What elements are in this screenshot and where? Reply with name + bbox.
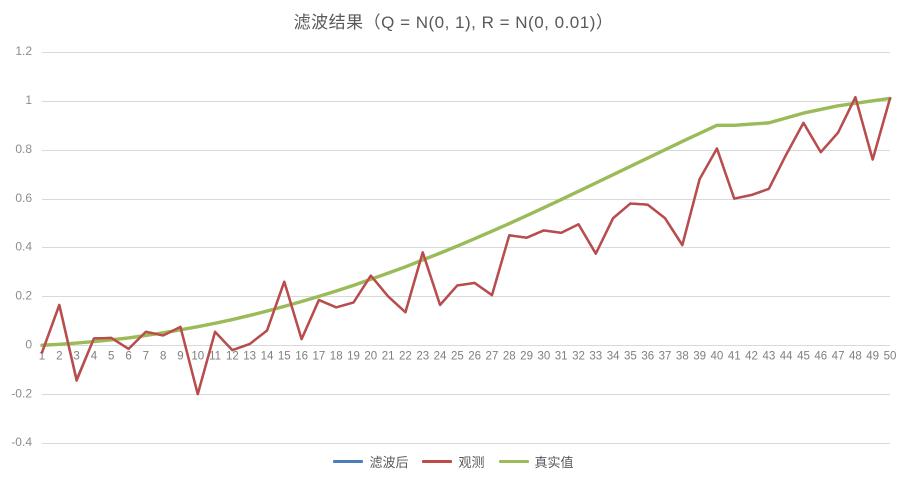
- x-axis-tick-label: 19: [347, 350, 360, 362]
- x-axis-tick-label: 8: [160, 350, 166, 362]
- x-axis-tick-label: 14: [261, 350, 274, 362]
- chart-title: 滤波结果（Q = N(0, 1), R = N(0, 0.01)）: [293, 13, 614, 32]
- x-axis-tick-label: 35: [624, 350, 637, 362]
- x-axis-tick-label: 33: [589, 350, 602, 362]
- x-axis-tick-label: 18: [330, 350, 343, 362]
- x-axis-tick-label: 30: [537, 350, 550, 362]
- gridlines: [42, 52, 890, 444]
- y-axis-tick-label: 0.6: [15, 191, 32, 205]
- x-axis-tick-label: 42: [745, 350, 758, 362]
- x-axis-tick-label: 15: [278, 350, 291, 362]
- y-axis-tick-label: 0.8: [15, 142, 32, 156]
- x-axis-tick-label: 17: [312, 350, 325, 362]
- x-axis-tick-label: 10: [191, 350, 204, 362]
- x-axis-tick-label: 4: [91, 350, 98, 362]
- legend-label: 滤波后: [369, 455, 409, 470]
- x-axis-tick-label: 3: [73, 350, 79, 362]
- y-axis-tick-label: 1.2: [15, 44, 32, 58]
- x-axis-tick-label: 7: [143, 350, 149, 362]
- legend-swatch-icon: [333, 460, 364, 463]
- x-axis-tick-label: 49: [866, 350, 879, 362]
- series-line-2: [40, 96, 892, 396]
- x-axis-tick-label: 44: [780, 350, 793, 362]
- legend-swatch-icon: [498, 460, 529, 463]
- chart-legend: 滤波后 观测 真实值: [0, 452, 907, 471]
- legend-swatch-icon: [422, 460, 453, 463]
- x-axis-tick-label: 32: [572, 350, 585, 362]
- legend-label: 真实值: [534, 455, 574, 470]
- x-axis-tick-label: 26: [468, 350, 481, 362]
- x-axis-tick-label: 29: [520, 350, 533, 362]
- x-axis-tick-label: 12: [226, 350, 239, 362]
- x-axis-tick-label: 2: [56, 350, 62, 362]
- x-axis-tick-label: 34: [607, 350, 620, 362]
- legend-item-3[interactable]: 真实值: [498, 452, 574, 471]
- legend-label: 观测: [458, 455, 485, 470]
- x-axis-tick-label: 11: [209, 350, 221, 362]
- legend-item-2[interactable]: 观测: [422, 452, 485, 471]
- x-axis-tick-label: 40: [711, 350, 724, 362]
- x-axis-tick-label: 25: [451, 350, 464, 362]
- y-axis-tick-label: 1: [25, 93, 32, 107]
- x-axis-tick-label: 5: [108, 350, 114, 362]
- x-axis-tick-label: 21: [382, 350, 395, 362]
- x-axis-tick-label: 23: [416, 350, 429, 362]
- x-axis-tick-label: 47: [832, 350, 845, 362]
- x-axis-tick-label: 38: [676, 350, 689, 362]
- x-axis-tick-label: 28: [503, 350, 516, 362]
- x-axis-tick-label: 48: [849, 350, 862, 362]
- x-axis-tick-label: 46: [814, 350, 827, 362]
- x-axis-tick-label: 9: [177, 350, 183, 362]
- x-axis-tick-label: 27: [486, 350, 499, 362]
- y-axis-labels: 1.2 1 0.8 0.6 0.4 0.2 0 -0.2 -0.4: [11, 44, 32, 449]
- y-axis-tick-label: -0.2: [11, 386, 32, 400]
- x-axis-tick-label: 24: [434, 350, 447, 362]
- x-axis-labels: 1 2 3 4 5 6 7 8 9 10 11 12 13 14 15 16 17 18 19 20 21 22 23 24 2…: [39, 350, 897, 362]
- x-axis-tick-label: 6: [125, 350, 131, 362]
- x-axis-tick-label: 22: [399, 350, 412, 362]
- x-axis-tick-label: 31: [555, 350, 568, 362]
- x-axis-tick-label: 41: [728, 350, 741, 362]
- x-axis-tick-label: 43: [762, 350, 775, 362]
- x-axis-tick-label: 37: [659, 350, 672, 362]
- y-axis-tick-label: 0: [25, 337, 32, 351]
- series-lines: [40, 96, 892, 396]
- legend-item-1[interactable]: 滤波后: [333, 452, 408, 471]
- x-axis-tick-label: 50: [884, 350, 897, 362]
- series-line-3: [40, 96, 892, 347]
- x-axis-tick-label: 13: [243, 350, 256, 362]
- y-axis-tick-label: 0.2: [15, 289, 32, 303]
- x-axis-tick-label: 20: [364, 350, 377, 362]
- y-axis-tick-label: -0.4: [11, 435, 32, 449]
- x-axis-tick-label: 16: [295, 350, 308, 362]
- x-axis-tick-label: 39: [693, 350, 706, 362]
- x-axis-tick-label: 36: [641, 350, 654, 362]
- x-axis-tick-label: 45: [797, 350, 810, 362]
- x-axis-tick-label: 1: [39, 350, 45, 362]
- y-axis-tick-label: 0.4: [15, 240, 32, 254]
